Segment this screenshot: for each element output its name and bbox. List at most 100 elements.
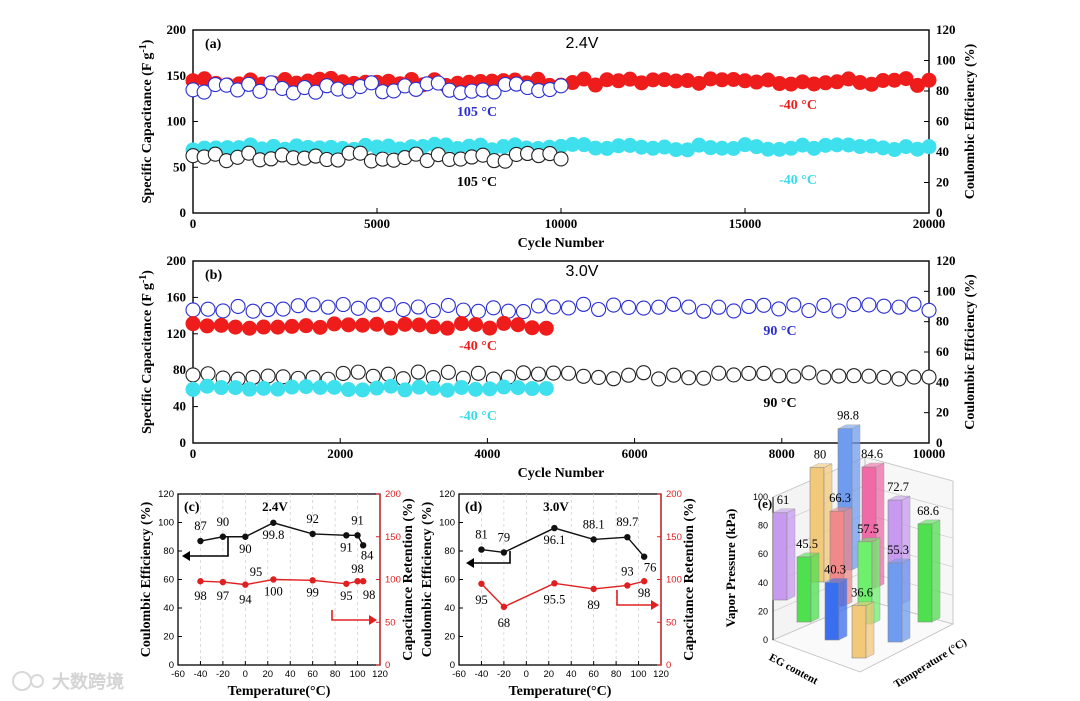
bar-side xyxy=(901,558,911,643)
data-point xyxy=(242,533,249,540)
data-point xyxy=(343,532,350,539)
data-point xyxy=(185,367,201,383)
y-tick-label: 20 xyxy=(163,632,174,643)
y-tick-label: 200 xyxy=(167,22,187,37)
bar-value-label: 66.3 xyxy=(829,491,851,505)
data-point xyxy=(298,379,314,395)
panel-label: (c) xyxy=(184,500,200,515)
data-point xyxy=(335,296,351,313)
x-axis-label: Temperature(°C) xyxy=(509,684,612,699)
data-point xyxy=(816,297,832,313)
data-point xyxy=(383,320,399,336)
data-point xyxy=(486,84,502,100)
y-tick-label: 50 xyxy=(173,159,186,174)
data-label: 68 xyxy=(498,616,511,630)
x-axis-label: EG content xyxy=(767,651,820,687)
data-label: 89.7 xyxy=(616,515,638,529)
plot-frame xyxy=(192,29,930,214)
data-point xyxy=(538,380,554,396)
bar xyxy=(824,582,840,641)
data-label: 94 xyxy=(239,593,252,607)
x-tick-label: 80 xyxy=(330,669,341,680)
data-point xyxy=(898,71,914,87)
data-point xyxy=(921,72,937,88)
bar-value-label: 98.8 xyxy=(837,409,859,423)
data-point xyxy=(215,303,231,319)
data-point xyxy=(478,546,485,553)
data-point xyxy=(756,365,772,381)
data-point xyxy=(350,364,366,380)
z-axis-label: Vapor Pressure (kPa) xyxy=(723,509,738,628)
voltage-title: 3.0V xyxy=(566,263,599,280)
data-point xyxy=(640,578,648,585)
data-point xyxy=(284,318,300,334)
data-point xyxy=(846,297,862,313)
y-tick-label: 120 xyxy=(439,489,455,500)
data-point xyxy=(482,381,498,397)
series-label: -40 °C xyxy=(459,339,497,354)
bar-value-label: 40.3 xyxy=(824,562,846,576)
data-point xyxy=(185,302,201,318)
x-tick-label: 80 xyxy=(611,669,622,680)
data-point xyxy=(308,84,324,100)
y2-tick-label: 150 xyxy=(666,532,682,543)
data-point xyxy=(500,603,508,611)
y-tick-label: 0 xyxy=(180,205,187,220)
z-tick-label: 60 xyxy=(758,549,768,559)
data-point xyxy=(340,317,356,333)
z-tick-label: 20 xyxy=(758,606,768,616)
data-point xyxy=(197,578,204,585)
plot-frame xyxy=(192,260,930,444)
y2-axis-label: Capacitance Retention (%) xyxy=(682,498,697,661)
y-tick-label: 160 xyxy=(167,289,187,304)
data-point xyxy=(397,316,413,332)
data-point xyxy=(430,75,446,91)
data-point xyxy=(482,320,498,336)
x-tick-label: 20 xyxy=(262,669,273,680)
data-point xyxy=(350,300,366,316)
grid-line xyxy=(772,599,866,641)
data-point xyxy=(624,582,631,589)
data-label: 88.1 xyxy=(583,517,605,531)
bar-value-label: 57.5 xyxy=(857,522,879,536)
data-point xyxy=(681,370,697,386)
data-point xyxy=(771,301,787,317)
z-tick-label: 80 xyxy=(758,521,768,531)
data-point xyxy=(275,301,291,317)
x-tick-label: 120 xyxy=(372,669,388,680)
voltage-title: 2.4V xyxy=(262,499,288,514)
data-point xyxy=(410,299,426,315)
axis-arrow-head xyxy=(651,600,659,610)
data-point xyxy=(891,299,907,315)
data-point xyxy=(640,553,648,560)
y-tick-label: 120 xyxy=(167,326,187,341)
y-axis-label-close: ) xyxy=(140,270,155,275)
data-point xyxy=(468,381,484,397)
data-point xyxy=(354,578,361,585)
panel-label: (b) xyxy=(205,268,222,283)
watermark-logo xyxy=(12,671,32,691)
data-label: 100 xyxy=(264,585,283,599)
panel-label: (d) xyxy=(465,500,482,515)
panel-a: 0 5000 10000 15000 2000005010015020002040608… xyxy=(138,22,978,251)
data-point xyxy=(711,299,727,315)
data-point xyxy=(876,369,892,385)
y-tick-label: 80 xyxy=(444,546,455,557)
data-label: 98 xyxy=(351,562,364,576)
panel-b: 0 2000 4000 6000 8000 10000040801201602000204… xyxy=(138,253,978,481)
bar-top xyxy=(887,495,911,501)
data-label: 97 xyxy=(217,589,230,603)
data-point xyxy=(408,146,424,162)
data-point xyxy=(831,303,847,319)
y2-tick-label: 120 xyxy=(936,253,956,268)
data-label: 90 xyxy=(217,515,230,529)
data-point xyxy=(524,320,540,336)
y2-tick-label: 60 xyxy=(936,344,949,359)
data-point xyxy=(275,369,291,385)
data-point xyxy=(590,585,597,593)
series-label: -40 °C xyxy=(459,409,497,424)
y2-tick-label: 100 xyxy=(936,283,956,298)
data-point xyxy=(510,317,526,333)
data-point xyxy=(380,297,396,313)
data-point xyxy=(440,364,456,380)
